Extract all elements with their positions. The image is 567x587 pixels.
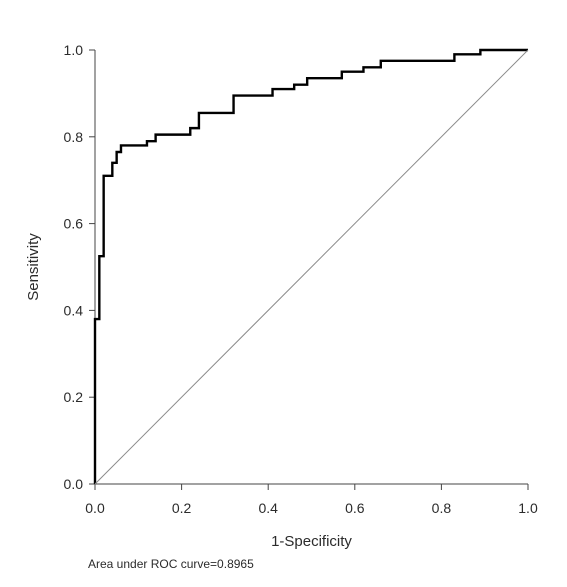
y-tick-label: 1.0 — [64, 42, 84, 58]
y-axis-label: Sensitivity — [25, 233, 42, 301]
y-tick-label: 0.2 — [64, 389, 84, 405]
auc-annotation: Area under ROC curve=0.8965 — [88, 557, 254, 571]
y-tick-label: 0.8 — [64, 129, 84, 145]
marks — [93, 48, 529, 485]
y-tick-label: 0.4 — [64, 302, 84, 318]
roc-curve-line — [93, 48, 528, 484]
reference-diagonal-line — [94, 49, 529, 485]
x-tick-label: 0.0 — [85, 500, 105, 516]
y-tick-label: 0.6 — [64, 216, 84, 232]
axes: 0.0 0.2 0.4 0.6 0.8 1.0 0.0 0.2 0.4 0.6 0.8 1.0 — [64, 42, 538, 516]
x-tick-label: 0.8 — [432, 500, 452, 516]
x-tick-label: 0.4 — [258, 500, 278, 516]
x-axis-label: 1-Specificity — [271, 533, 352, 550]
x-tick-label: 0.2 — [172, 500, 192, 516]
x-tick-label: 1.0 — [518, 500, 538, 516]
x-tick-label: 0.6 — [345, 500, 365, 516]
y-tick-label: 0.0 — [64, 476, 84, 492]
